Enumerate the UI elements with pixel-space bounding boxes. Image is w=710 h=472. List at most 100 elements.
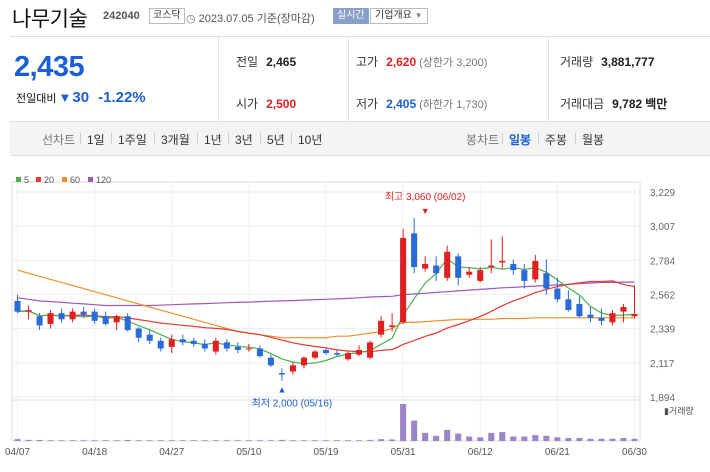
candle-body (389, 325, 396, 327)
company-info-label: 기업개요 (375, 10, 412, 21)
stock-header: 나무기술 242040 코스닥 ◷ 2023.07.05 기준(장마감) 실시간 … (0, 0, 710, 36)
volume-bar (91, 440, 98, 441)
y-tick-label: 2,784 (650, 256, 675, 267)
candle-body (135, 328, 142, 338)
tab-monthly[interactable]: 월봉 (582, 133, 605, 147)
change-percent: -1.22% (98, 89, 146, 106)
divider (197, 133, 198, 144)
price-change: 전일대비 ▼30 -1.22% (16, 89, 146, 106)
stock-name: 나무기술 (12, 8, 88, 31)
tab-daily[interactable]: 일봉 (509, 133, 532, 147)
divider (502, 133, 503, 144)
x-tick-label: 06/30 (622, 447, 647, 458)
volume-label: ▮거래량 (664, 405, 694, 416)
legend-swatch (62, 177, 67, 182)
ma60-line (17, 269, 635, 339)
divider (111, 133, 112, 144)
candle-body (333, 353, 341, 355)
divider (548, 37, 549, 121)
volume-bar (201, 440, 208, 441)
candle-body (444, 251, 451, 278)
x-tick-label: 06/21 (545, 447, 570, 458)
candle-body (36, 316, 43, 326)
candle-body (179, 339, 186, 343)
company-info-button[interactable]: 기업개요 ▼ (370, 8, 428, 24)
ma5-line (17, 257, 635, 365)
x-tick-label: 04/07 (5, 447, 30, 458)
tab-3month[interactable]: 3개월 (161, 133, 190, 147)
candle-body (201, 343, 208, 349)
volume-bar (510, 436, 517, 441)
volume-value: 3,881,777 (601, 55, 655, 69)
candle-body (532, 260, 539, 280)
candle-body (499, 260, 506, 263)
volume-bar (477, 437, 484, 441)
candle-body (58, 313, 65, 320)
tab-line-chart[interactable]: 선차트 (42, 133, 76, 147)
candle-body (543, 273, 550, 289)
volume-bar (146, 440, 153, 441)
realtime-button[interactable]: 실시간 (333, 8, 369, 24)
ma20-line (17, 280, 635, 353)
x-tick-label: 05/19 (313, 447, 338, 458)
candle-body (14, 300, 21, 312)
quote-panel: 2,435 전일대비 ▼30 -1.22% 전일 2,465 고가 2,620 (상한가… (10, 36, 710, 122)
volume-label: 거래량 (560, 55, 594, 69)
volume-bar (69, 440, 76, 441)
volume-bar (14, 439, 21, 441)
volume: 거래량 3,881,777 (560, 53, 655, 70)
volume-bar (367, 439, 374, 441)
y-tick-label: 3,007 (650, 222, 675, 233)
current-price-box: 2,435 전일대비 ▼30 -1.22% (10, 37, 219, 121)
low-label: 저가 (356, 97, 379, 111)
tab-1day[interactable]: 1일 (87, 133, 105, 147)
volume-bar (47, 440, 54, 441)
volume-bar (333, 440, 341, 441)
y-tick-label: 3,229 (650, 188, 675, 199)
y-tick-label: 2,117 (650, 359, 675, 370)
tab-5year[interactable]: 5년 (267, 133, 285, 147)
volume-bar (223, 440, 230, 441)
legend-swatch (36, 177, 41, 182)
open-value: 2,500 (266, 97, 297, 111)
volume-bar (609, 438, 616, 441)
candle-body (311, 351, 319, 358)
candle-body (433, 265, 440, 274)
y-tick-label: 1,894 (650, 393, 675, 404)
volume-bar (311, 440, 319, 441)
volume-bar (521, 436, 528, 441)
chart-tabs: 선차트 1일 1주일 3개월 1년 3년 5년 10년 봉차트 일봉 주봉 월봉 (10, 121, 710, 156)
candle-body (80, 311, 87, 315)
tab-candle-chart[interactable]: 봉차트 (466, 133, 500, 147)
candle-body (113, 316, 120, 323)
volume-bar (267, 440, 274, 441)
x-tick-label: 06/12 (468, 447, 493, 458)
legend-label: 120 (96, 175, 111, 185)
down-triangle-icon: ▼ (58, 90, 72, 105)
candle-body (378, 320, 385, 335)
prev-close-label: 전일 (236, 55, 259, 69)
volume-bar (25, 439, 32, 441)
candle-body (223, 342, 230, 349)
tab-weekly[interactable]: 주봉 (545, 133, 568, 147)
candle-body (554, 288, 561, 300)
candle-body (124, 316, 131, 331)
tab-1week[interactable]: 1주일 (118, 133, 147, 147)
tab-10year[interactable]: 10년 (298, 133, 323, 147)
price-chart[interactable]: 1,894 2,117 2,339 2,562 2,784 3,007 3,229 04/07… (0, 160, 710, 467)
tab-1year[interactable]: 1년 (204, 133, 222, 147)
legend-swatch (16, 177, 21, 182)
x-tick-label: 04/18 (82, 447, 107, 458)
y-tick-label: 2,562 (650, 290, 675, 301)
prev-close-value: 2,465 (266, 55, 297, 69)
chevron-down-icon: ▼ (414, 11, 423, 20)
divider (80, 133, 81, 144)
candlestick-chart-svg[interactable]: 1,894 2,117 2,339 2,562 2,784 3,007 3,229 04/07… (0, 160, 710, 467)
tab-3year[interactable]: 3년 (235, 133, 253, 147)
volume-bar (58, 440, 65, 441)
volume-bar (278, 439, 285, 441)
volume-bar (212, 440, 219, 441)
candle-body (278, 373, 285, 375)
volume-bar (256, 440, 263, 441)
candle-body (91, 311, 98, 321)
